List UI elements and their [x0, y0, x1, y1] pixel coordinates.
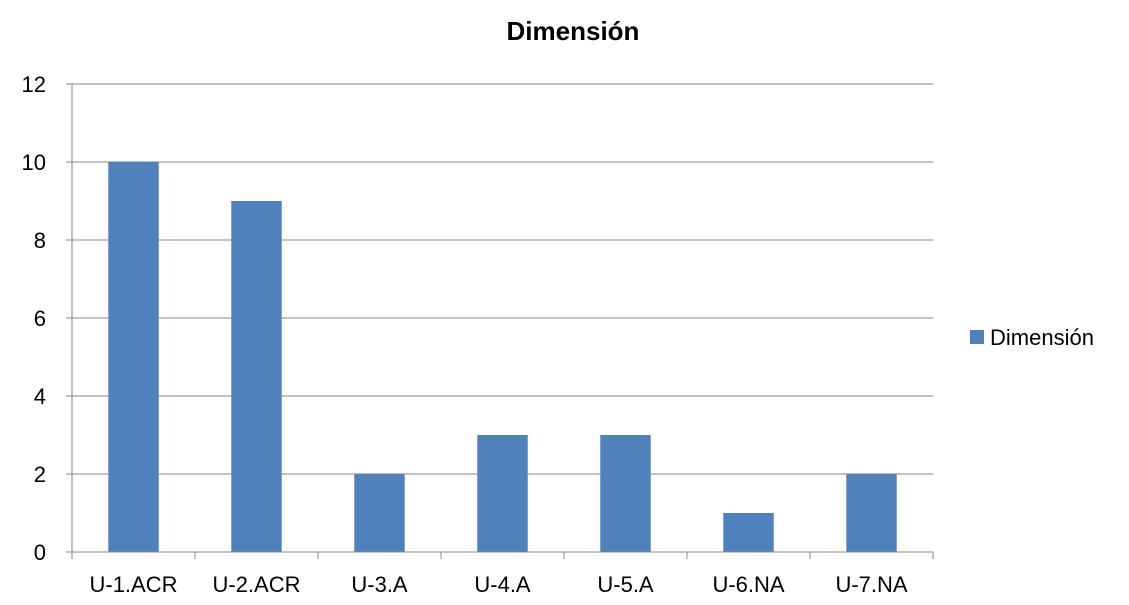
bar [846, 474, 897, 552]
y-tick-label: 4 [34, 384, 46, 409]
bar [723, 513, 774, 552]
x-tick-label: U-1.ACR [89, 572, 177, 597]
gridlines [66, 83, 933, 553]
legend-label: Dimensión [990, 325, 1094, 350]
y-tick-label: 10 [22, 150, 46, 175]
bar [477, 435, 528, 552]
x-tick-label: U-2.ACR [212, 572, 300, 597]
bar [600, 435, 651, 552]
axes [71, 84, 934, 559]
bar [108, 162, 159, 552]
bar [231, 201, 282, 552]
y-tick-label: 6 [34, 306, 46, 331]
y-tick-label: 2 [34, 462, 46, 487]
x-tick-label: U-7.NA [835, 572, 907, 597]
y-tick-label: 0 [34, 540, 46, 565]
y-tick-label: 12 [22, 72, 46, 97]
x-axis-tick-labels: U-1.ACR U-2.ACR U-3.A U-4.A U-5.A U-6.NA U-7.N… [89, 572, 907, 597]
x-tick-label: U-3.A [351, 572, 408, 597]
bars [108, 162, 897, 552]
y-tick-label: 8 [34, 228, 46, 253]
x-tick-label: U-4.A [474, 572, 531, 597]
y-axis-tick-labels: 0 2 4 6 8 10 12 [22, 72, 46, 565]
bar [354, 474, 405, 552]
x-tick-label: U-6.NA [712, 572, 784, 597]
legend: Dimensión [970, 325, 1094, 350]
legend-swatch [970, 330, 984, 344]
chart-title: Dimensión [507, 16, 640, 46]
x-tick-label: U-5.A [597, 572, 654, 597]
